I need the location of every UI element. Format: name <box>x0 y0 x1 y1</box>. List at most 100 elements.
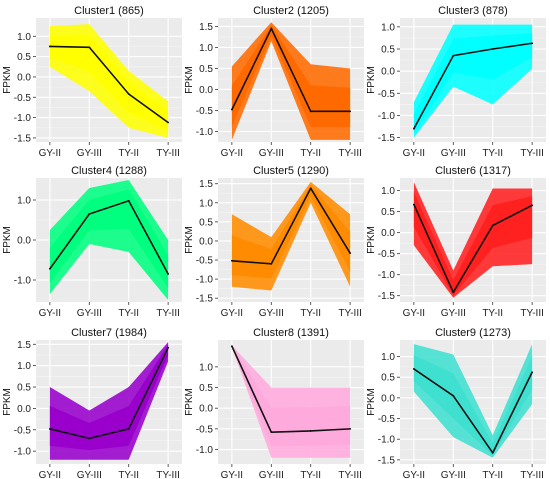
panel-5: Cluster5 (1290) 1.5 1.0 0.5 0.0 -0.5 -1.0 -1.5 G… <box>184 165 364 319</box>
y-tick-label: 0.5 <box>381 373 395 384</box>
mean-point <box>127 428 130 430</box>
y-axis-title: FPKM <box>184 226 195 254</box>
y-tick-label: 1.0 <box>199 362 213 373</box>
x-tick-label: TY-II <box>482 308 503 319</box>
mean-point <box>88 437 91 440</box>
x-tick-label: GY-III <box>441 470 466 479</box>
y-tick-label: -1.0 <box>378 435 396 446</box>
y-tick-label: -0.5 <box>378 249 396 260</box>
y-tick-label: 0.0 <box>17 404 31 415</box>
mean-trend-line <box>231 187 351 265</box>
mean-trend-line <box>231 345 351 433</box>
y-axis-title: FPKM <box>366 388 377 416</box>
y-tick-label: -0.5 <box>14 425 32 436</box>
panel-1: Cluster1 (865) 1.0 0.5 0.0 -0.5 -1.0 -1.5 GY-II… <box>2 5 182 159</box>
mean-point <box>48 45 51 48</box>
mean-point <box>349 252 352 255</box>
x-tick-label: GY-III <box>441 148 466 159</box>
mean-trend-line <box>49 45 169 124</box>
panel-title: Cluster9 (1273) <box>435 327 511 339</box>
mean-point <box>309 187 312 190</box>
x-tick-label: TY-II <box>300 308 321 319</box>
y-tick-label: 1.5 <box>199 22 213 33</box>
y-tick-label: -1.5 <box>378 133 396 144</box>
panel-8: Cluster8 (1391) 1.0 0.5 0.0 -0.5 -1.0 GY-II GY-… <box>184 327 364 479</box>
x-tick-label: GY-III <box>77 308 102 319</box>
x-tick-label: GY-III <box>77 470 102 479</box>
mean-point <box>167 346 170 349</box>
x-tick-label: TY-II <box>118 148 139 159</box>
mean-point <box>309 110 312 113</box>
mean-point <box>270 262 273 265</box>
panel-title: Cluster8 (1391) <box>253 327 329 339</box>
mean-point <box>88 213 91 215</box>
y-tick-label: -1.0 <box>196 275 214 286</box>
x-tick-label: GY-II <box>403 470 425 479</box>
x-tick-label: TY-III <box>520 308 544 319</box>
expression-band-core <box>231 345 351 447</box>
x-tick-label: TY-III <box>338 308 362 319</box>
panel-6: Cluster6 (1317) 1.0 0.5 0.0 -0.5 -1.0 -1.5 GY-I… <box>366 165 546 319</box>
y-tick-label: 0.5 <box>199 64 213 75</box>
panel-9: Cluster9 (1273) 1.0 0.5 0.0 -0.5 -1.0 -1.5 GY-I… <box>366 327 546 479</box>
y-axis-title: FPKM <box>2 388 13 416</box>
expression-band-core <box>231 184 351 279</box>
y-tick-label: -1.0 <box>14 113 32 124</box>
y-tick-label: 0.5 <box>199 383 213 394</box>
expression-band-core <box>413 33 533 134</box>
x-tick-label: TY-II <box>118 470 139 479</box>
x-tick-label: TY-II <box>300 148 321 159</box>
panel-2: Cluster2 (1205) 1.5 1.0 0.5 0.0 -0.5 -1.0 GY-II… <box>184 5 364 159</box>
x-tick-label: TY-II <box>118 308 139 319</box>
mean-point <box>309 430 312 432</box>
x-tick-label: GY-II <box>403 308 425 319</box>
x-tick-label: TY-II <box>300 470 321 479</box>
mean-point <box>270 27 273 30</box>
x-tick-label: TY-II <box>482 470 503 479</box>
x-tick-label: TY-III <box>156 308 180 319</box>
mean-point <box>491 451 494 454</box>
mean-trend-line <box>49 200 169 275</box>
mean-point <box>531 204 534 207</box>
mean-point <box>349 427 352 430</box>
x-tick-label: TY-III <box>338 470 362 479</box>
panel-title: Cluster4 (1288) <box>71 165 147 177</box>
x-tick-label: GY-III <box>441 308 466 319</box>
y-tick-label: 1.0 <box>381 186 395 197</box>
mean-point <box>230 108 233 111</box>
mean-point <box>531 371 534 374</box>
mean-point <box>230 259 233 262</box>
y-tick-label: 0.0 <box>381 228 395 239</box>
expression-band-core <box>49 344 169 451</box>
y-tick-label: 0.0 <box>199 85 213 96</box>
expression-band-core <box>49 34 169 131</box>
y-tick-label: -1.5 <box>196 294 214 305</box>
y-tick-label: 1.5 <box>199 179 213 190</box>
y-tick-label: 1.0 <box>199 198 213 209</box>
y-tick-label: -0.5 <box>196 106 214 117</box>
y-tick-label: 1.0 <box>381 22 395 33</box>
mean-point <box>167 121 170 124</box>
panel-title: Cluster3 (878) <box>438 5 508 17</box>
y-tick-label: 0.5 <box>199 217 213 228</box>
mean-point <box>412 203 415 206</box>
y-tick-label: 1.0 <box>17 32 31 43</box>
y-axis-title: FPKM <box>184 66 195 94</box>
x-tick-label: GY-II <box>39 470 61 479</box>
mean-point <box>230 345 233 348</box>
x-tick-label: TY-II <box>482 148 503 159</box>
mean-point <box>452 54 455 57</box>
y-tick-label: -1.0 <box>196 127 214 138</box>
y-axis-title: FPKM <box>366 66 377 94</box>
y-tick-label: -1.0 <box>196 445 214 456</box>
x-tick-label: TY-III <box>520 470 544 479</box>
x-tick-label: GY-II <box>403 148 425 159</box>
y-axis-title: FPKM <box>2 226 13 254</box>
panel-title: Cluster7 (1984) <box>71 327 147 339</box>
y-tick-label: 0.0 <box>381 67 395 78</box>
y-tick-label: -1.0 <box>378 111 396 122</box>
y-tick-label: 0.0 <box>199 236 213 247</box>
x-tick-label: GY-II <box>221 308 243 319</box>
y-tick-label: 0.0 <box>381 393 395 404</box>
